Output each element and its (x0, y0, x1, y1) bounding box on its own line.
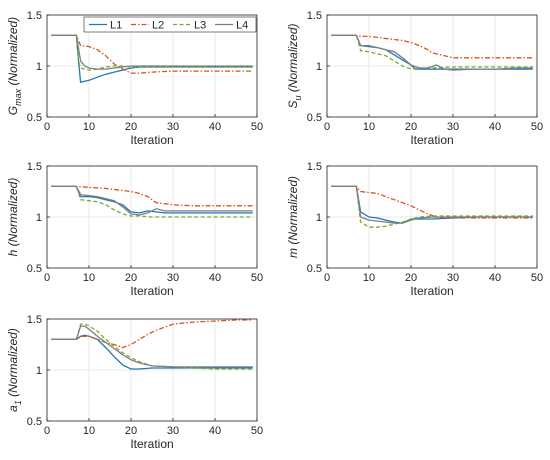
legend-label-l4: L4 (236, 20, 248, 32)
y-axis-label: h (Normalized) (6, 178, 20, 257)
x-tick-label: 10 (83, 272, 95, 284)
series-line-l2 (331, 185, 533, 219)
x-tick-label: 30 (447, 121, 459, 133)
series-line-l4 (331, 185, 533, 224)
x-tick-label: 10 (363, 121, 375, 133)
x-tick-label: 20 (405, 121, 417, 133)
y-tick-label: 1 (316, 212, 322, 224)
x-tick-label: 30 (447, 272, 459, 284)
series-line-l3 (51, 323, 253, 370)
y-axis-label: Su (Normalized) (286, 23, 303, 108)
x-tick-label: 40 (209, 121, 221, 133)
x-tick-label: 30 (167, 272, 179, 284)
y-tick-label: 0.5 (27, 263, 42, 275)
legend-label-l2: L2 (152, 20, 164, 32)
y-tick-label: 1 (316, 61, 322, 73)
x-tick-label: 0 (324, 121, 330, 133)
x-tick-label: 30 (167, 425, 179, 437)
x-tick-label: 0 (44, 272, 50, 284)
x-tick-label: 0 (324, 272, 330, 284)
series-line-l1 (51, 334, 253, 370)
subplot-5: 0 10 20 30 40 50 0.5 1 1.5 Iteration a1 (Normalize… (6, 314, 263, 451)
series-line-l1 (51, 185, 253, 214)
y-tick-label: 1.5 (27, 314, 42, 326)
y-tick-label: 1 (36, 365, 42, 377)
y-tick-label: 0.5 (27, 416, 42, 428)
subplot-2: 0 10 20 30 40 50 0.5 1 1.5 Iteration Su (Normalize… (286, 10, 543, 147)
x-tick-label: 40 (489, 272, 501, 284)
legend-box (83, 16, 257, 33)
y-tick-label: 1 (36, 212, 42, 224)
subplot-4: 0 10 20 30 40 50 0.5 1 1.5 Iteration m (Normalized… (286, 161, 543, 298)
x-tick-label: 20 (125, 121, 137, 133)
series-line-l4 (51, 325, 253, 368)
x-tick-label: 20 (125, 272, 137, 284)
y-tick-label: 1.5 (307, 161, 322, 173)
series-line-l2 (51, 185, 253, 207)
x-tick-label: 50 (531, 272, 543, 284)
x-tick-label: 0 (44, 425, 50, 437)
x-tick-label: 30 (167, 121, 179, 133)
series-line-l4 (51, 185, 253, 216)
legend: L1 L2 L3 L4 (83, 16, 257, 33)
y-tick-label: 0.5 (27, 112, 42, 124)
legend-label-l3: L3 (194, 20, 206, 32)
x-tick-label: 50 (251, 425, 263, 437)
y-tick-label: 1.5 (27, 161, 42, 173)
y-tick-label: 0.5 (307, 112, 322, 124)
y-tick-label: 1 (36, 61, 42, 73)
series-line-l4 (331, 34, 533, 71)
x-tick-label: 10 (363, 272, 375, 284)
x-axis-label: Iteration (410, 284, 453, 298)
x-tick-label: 40 (209, 272, 221, 284)
series-line-l4 (51, 34, 253, 70)
x-tick-label: 20 (125, 425, 137, 437)
x-tick-label: 20 (405, 272, 417, 284)
y-axis-label: m (Normalized) (286, 176, 300, 258)
x-axis-label: Iteration (130, 133, 173, 147)
legend-label-l1: L1 (110, 20, 122, 32)
series-line-l3 (331, 185, 533, 228)
y-tick-label: 0.5 (307, 263, 322, 275)
x-axis-label: Iteration (130, 437, 173, 451)
x-tick-label: 10 (83, 121, 95, 133)
x-tick-label: 0 (44, 121, 50, 133)
y-axis-label: Gmax (Normalized) (6, 17, 23, 115)
y-axis-label: a1 (Normalized) (6, 328, 23, 412)
series-line-l3 (331, 34, 533, 70)
x-axis-label: Iteration (130, 284, 173, 298)
x-tick-label: 40 (489, 121, 501, 133)
x-tick-label: 50 (251, 272, 263, 284)
subplot-3: 0 10 20 30 40 50 0.5 1 1.5 Iteration h (Normalized… (6, 161, 263, 298)
series-line-l3 (51, 34, 253, 71)
series-line-l2 (51, 34, 253, 74)
y-tick-label: 1.5 (27, 10, 42, 22)
y-tick-label: 1.5 (307, 10, 322, 22)
x-tick-label: 50 (531, 121, 543, 133)
x-tick-label: 10 (83, 425, 95, 437)
series-line-l2 (51, 319, 253, 349)
x-tick-label: 50 (251, 121, 263, 133)
x-axis-label: Iteration (410, 133, 453, 147)
x-tick-label: 40 (209, 425, 221, 437)
series-line-l3 (51, 185, 253, 218)
